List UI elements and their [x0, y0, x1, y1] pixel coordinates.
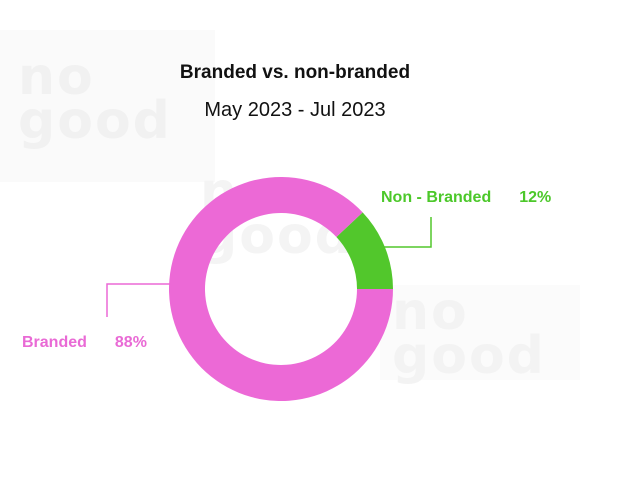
legend-label-branded: Branded 88%: [22, 334, 147, 352]
leader-line-non-branded: [374, 217, 432, 248]
slice-value-label: 12%: [519, 189, 552, 206]
chart-title: Branded vs. non-branded: [179, 62, 411, 83]
slice-label: Non - Branded: [381, 189, 492, 206]
leader-line-branded: [106, 283, 171, 317]
slice-value-label: 88%: [114, 334, 147, 351]
slice-non-branded: [336, 212, 393, 289]
watermark-panel: [380, 285, 580, 380]
slice-branded: [169, 177, 394, 402]
slice-label: Branded: [22, 334, 87, 351]
chart-subtitle: May 2023 - Jul 2023: [204, 99, 386, 121]
legend-label-non-branded: Non - Branded 12%: [381, 189, 551, 207]
watermark-panel: [0, 30, 215, 182]
